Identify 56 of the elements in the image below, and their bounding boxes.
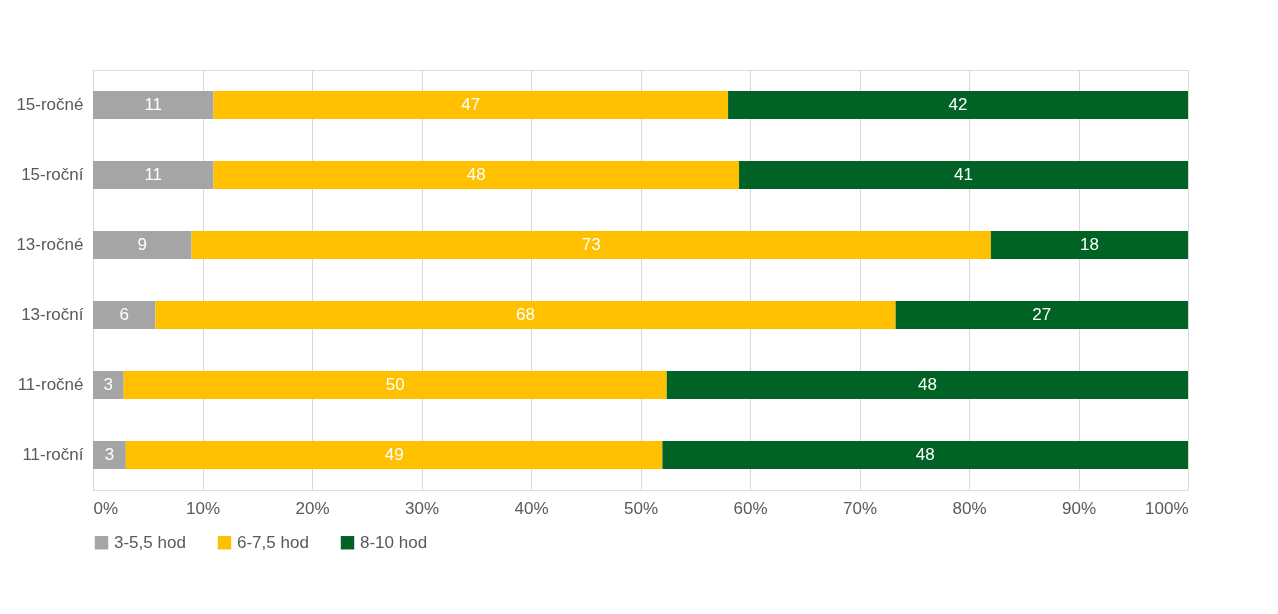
- x-tick-label: 50%: [623, 498, 659, 518]
- data-label: 9: [137, 235, 148, 254]
- x-tick-label: 60%: [733, 498, 768, 518]
- x-tick-label: 100%: [1145, 498, 1189, 518]
- x-tick-label: 90%: [1061, 498, 1097, 518]
- bar: [155, 301, 896, 329]
- y-tick-label: 11-roční: [22, 445, 84, 464]
- data-label: 48: [466, 165, 486, 184]
- bar: [739, 161, 1188, 189]
- data-label: 42: [948, 95, 968, 114]
- y-tick-label: 13-roční: [21, 305, 84, 324]
- data-label: 49: [384, 445, 404, 464]
- y-tick-label: 13-ročné: [16, 235, 84, 254]
- x-tick-label: 70%: [842, 498, 878, 518]
- bar: [123, 371, 667, 399]
- data-label: 6: [119, 305, 129, 324]
- data-label: 48: [915, 445, 935, 464]
- bar: [213, 91, 729, 119]
- bar: [93, 91, 214, 119]
- legend-label: 3-5,5 hod: [114, 532, 186, 552]
- data-label: 73: [581, 235, 601, 254]
- bar: [93, 231, 192, 259]
- bar: [662, 441, 1188, 469]
- data-label: 47: [461, 95, 481, 114]
- y-tick-label: 11-ročné: [17, 375, 84, 394]
- data-label: 3: [104, 445, 115, 464]
- data-label: 68: [516, 305, 535, 324]
- data-label: 50: [385, 375, 405, 394]
- bar: [990, 231, 1188, 259]
- x-tick-label: 30%: [404, 498, 440, 518]
- bar: [728, 91, 1188, 119]
- y-tick-label: 15-ročné: [16, 95, 84, 114]
- bar: [213, 161, 740, 189]
- y-tick-label: 15-roční: [21, 165, 84, 184]
- x-tick-label: 20%: [295, 498, 330, 518]
- data-label: 27: [1032, 305, 1052, 324]
- bar: [895, 301, 1188, 329]
- data-label: 11: [144, 95, 163, 114]
- bar: [666, 371, 1188, 399]
- bar: [93, 441, 126, 469]
- bar: [93, 371, 124, 399]
- legend-label: 6-7,5 hod: [237, 532, 309, 552]
- bar: [191, 231, 991, 259]
- data-label: 18: [1079, 235, 1099, 254]
- bar: [93, 161, 214, 189]
- data-label: 41: [954, 165, 973, 184]
- x-tick-label: 80%: [952, 498, 987, 518]
- data-label: 48: [917, 375, 937, 394]
- bar: [93, 301, 156, 329]
- bar: [125, 441, 663, 469]
- x-tick-label: 10%: [185, 498, 221, 518]
- x-tick-label: 40%: [514, 498, 549, 518]
- legend-label: 8-10 hod: [360, 532, 428, 552]
- x-tick-label: 0%: [93, 498, 119, 518]
- data-label: 3: [103, 375, 114, 394]
- data-label: 11: [144, 165, 163, 184]
